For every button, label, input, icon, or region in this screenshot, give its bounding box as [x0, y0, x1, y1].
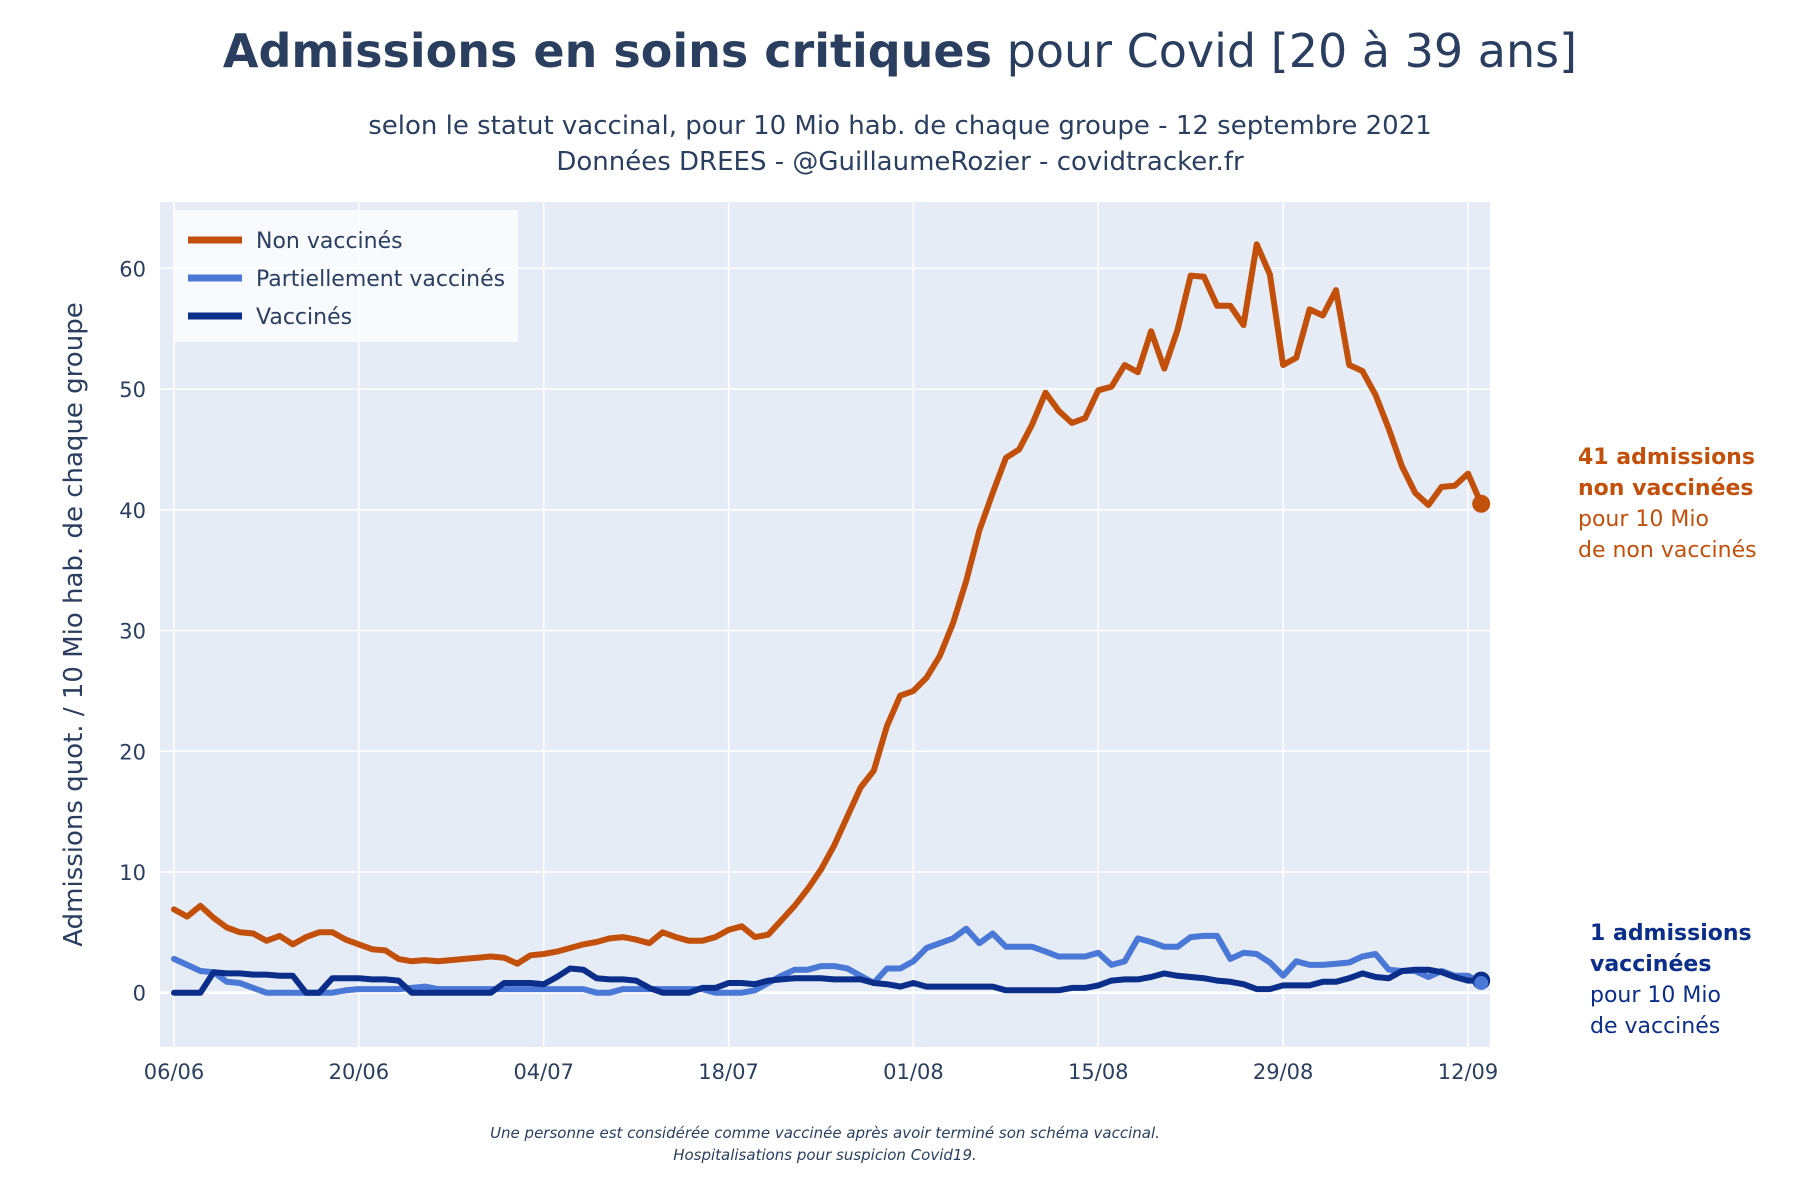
chart-title-rest: pour Covid [20 à 39 ans] — [1006, 24, 1578, 78]
subtitle-line-1: selon le statut vaccinal, pour 10 Mio ha… — [368, 111, 1432, 141]
x-tick-label: 06/06 — [144, 1060, 205, 1084]
annotation-non-vaccines-line-1: 41 admissions — [1578, 445, 1755, 470]
legend-label: Vaccinés — [256, 305, 352, 330]
annotation-non-vaccines-line-4: de non vaccinés — [1578, 538, 1757, 563]
chart-title-bold: Admissions en soins critiques — [222, 24, 992, 78]
y-tick-label: 50 — [119, 378, 146, 402]
x-tick-label: 20/06 — [329, 1060, 390, 1084]
legend-label: Non vaccinés — [256, 229, 403, 254]
y-tick-label: 10 — [119, 861, 146, 885]
footnote: Une personne est considérée comme vaccin… — [0, 1122, 1650, 1166]
x-tick-label: 04/07 — [513, 1060, 574, 1084]
series-line-partiellement-vaccines — [171, 925, 1485, 996]
x-tick-label: 01/08 — [883, 1060, 944, 1084]
y-tick-label: 40 — [119, 499, 146, 523]
end-marker-non-vaccines — [1472, 494, 1491, 513]
y-tick-label: 0 — [133, 982, 146, 1006]
annotation-non-vaccines: 41 admissions non vaccinées pour 10 Mio … — [1578, 442, 1757, 566]
end-marker-partiellement-vaccines — [1474, 976, 1489, 991]
plot-area — [160, 202, 1490, 1047]
annotation-vaccines: 1 admissions vaccinées pour 10 Mio de va… — [1590, 918, 1752, 1042]
y-axis-title: Admissions quot. / 10 Mio hab. de chaque… — [59, 302, 89, 946]
subtitle-line-2: Données DREES - @GuillaumeRozier - covid… — [556, 147, 1244, 177]
annotation-vaccines-line-3: pour 10 Mio — [1590, 983, 1721, 1008]
y-tick-label: 30 — [119, 620, 146, 644]
chart-title: Admissions en soins critiques pour Covid… — [0, 24, 1800, 78]
annotation-vaccines-line-4: de vaccinés — [1590, 1014, 1721, 1039]
y-tick-label: 20 — [119, 740, 146, 764]
footnote-line-2: Hospitalisations pour suspicion Covid19. — [673, 1146, 977, 1164]
annotation-vaccines-line-2: vaccinées — [1590, 952, 1712, 977]
annotation-non-vaccines-line-3: pour 10 Mio — [1578, 507, 1709, 532]
x-tick-label: 29/08 — [1253, 1060, 1314, 1084]
x-tick-label: 18/07 — [698, 1060, 759, 1084]
series-line-non-vaccines — [171, 241, 1485, 967]
x-tick-label: 15/08 — [1068, 1060, 1129, 1084]
footnote-line-1: Une personne est considérée comme vaccin… — [490, 1124, 1160, 1142]
x-tick-label: 12/09 — [1438, 1060, 1499, 1084]
chart-subtitle: selon le statut vaccinal, pour 10 Mio ha… — [0, 108, 1800, 180]
y-tick-label: 60 — [119, 257, 146, 281]
legend-label: Partiellement vaccinés — [256, 267, 505, 292]
annotation-vaccines-line-1: 1 admissions — [1590, 921, 1752, 946]
annotation-non-vaccines-line-2: non vaccinées — [1578, 476, 1754, 501]
series-line-vaccines — [171, 965, 1485, 996]
